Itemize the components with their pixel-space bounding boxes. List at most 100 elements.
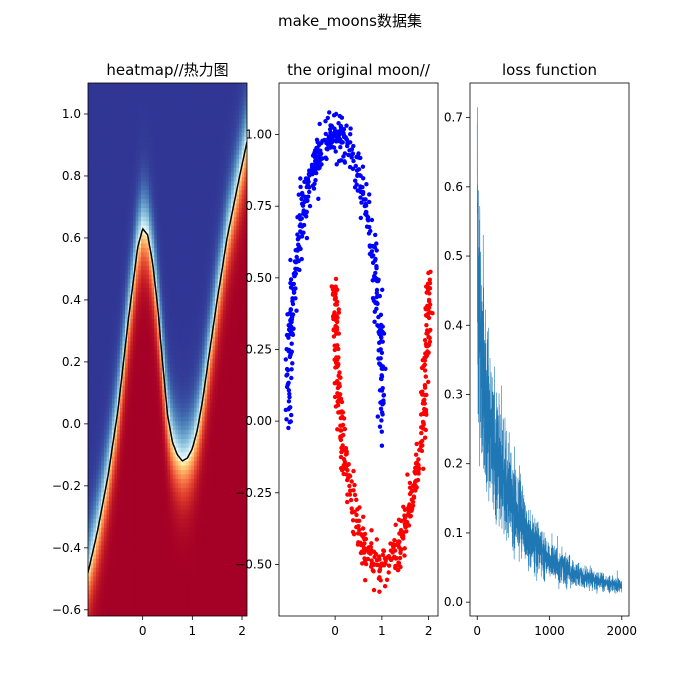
heatmap-cell bbox=[151, 460, 155, 466]
heatmap-cell bbox=[122, 589, 126, 595]
heatmap-cell bbox=[159, 327, 163, 333]
heatmap-cell bbox=[122, 487, 126, 493]
heatmap-cell bbox=[106, 429, 110, 435]
heatmap-cell bbox=[194, 122, 198, 129]
heatmap-cell bbox=[162, 331, 166, 337]
heatmap-cell bbox=[154, 527, 158, 533]
heatmap-cell bbox=[175, 318, 179, 324]
heatmap-cell bbox=[135, 358, 139, 364]
heatmap-cell bbox=[162, 589, 166, 595]
heatmap-cell bbox=[119, 540, 124, 546]
heatmap-cell bbox=[117, 376, 121, 382]
heatmap-cell bbox=[183, 313, 187, 320]
heatmap-cell bbox=[109, 576, 113, 582]
heatmap-cell bbox=[180, 202, 184, 208]
heatmap-cell bbox=[138, 367, 142, 373]
heatmap-cell bbox=[148, 327, 153, 333]
heatmap-cell bbox=[180, 136, 184, 142]
heatmap-cell bbox=[175, 149, 179, 155]
heatmap-cell bbox=[159, 260, 163, 266]
heatmap-cell bbox=[130, 251, 134, 257]
heatmap-cell bbox=[191, 584, 195, 590]
heatmap-cell bbox=[188, 234, 192, 240]
heatmap-cell bbox=[125, 207, 129, 213]
heatmap-cell bbox=[196, 287, 200, 293]
heatmap-cell bbox=[135, 522, 139, 528]
heatmap-cell bbox=[125, 265, 129, 271]
heatmap-cell bbox=[148, 105, 153, 111]
heatmap-cell bbox=[151, 553, 155, 559]
heatmap-cell bbox=[180, 536, 184, 542]
heatmap-cell bbox=[125, 305, 129, 311]
heatmap-cell bbox=[119, 491, 124, 497]
heatmap-cell bbox=[188, 340, 192, 346]
heatmap-cell bbox=[88, 487, 92, 493]
heatmap-cell bbox=[143, 189, 147, 195]
heatmap-cell bbox=[93, 251, 97, 257]
heatmap-cell bbox=[170, 198, 174, 204]
heatmap-cell bbox=[106, 407, 110, 413]
heatmap-cell bbox=[162, 247, 166, 253]
heatmap-cell bbox=[138, 162, 142, 168]
heatmap-cell bbox=[133, 349, 137, 355]
heatmap-cell bbox=[156, 540, 161, 546]
heatmap-cell bbox=[183, 527, 187, 533]
heatmap-cell bbox=[109, 136, 113, 142]
heatmap-cell bbox=[186, 180, 190, 186]
heatmap-cell bbox=[95, 345, 100, 351]
heatmap-cell bbox=[93, 513, 97, 519]
heatmap-cell bbox=[130, 345, 134, 351]
heatmap-cell bbox=[154, 145, 158, 151]
heatmap-cell bbox=[133, 380, 137, 386]
heatmap-cell bbox=[183, 571, 187, 577]
heatmap-cell bbox=[183, 91, 187, 97]
heatmap-cell bbox=[143, 118, 147, 124]
heatmap-cell bbox=[133, 251, 137, 257]
heatmap-cell bbox=[167, 269, 171, 275]
heatmap-cell bbox=[146, 562, 150, 568]
heatmap-cell bbox=[167, 313, 171, 320]
heatmap-cell bbox=[95, 425, 100, 431]
heatmap-cell bbox=[151, 593, 155, 599]
heatmap-cell bbox=[101, 380, 105, 386]
heatmap-cell bbox=[109, 336, 113, 342]
heatmap-cell bbox=[106, 238, 110, 244]
heatmap-cell bbox=[101, 162, 105, 168]
heatmap-cell bbox=[180, 576, 184, 582]
heatmap-cell bbox=[114, 602, 118, 608]
heatmap-cell bbox=[125, 100, 129, 106]
heatmap-cell bbox=[111, 287, 116, 293]
heatmap-cell bbox=[95, 185, 100, 191]
heatmap-cell bbox=[154, 278, 158, 284]
heatmap-cell bbox=[133, 211, 137, 217]
heatmap-cell bbox=[106, 327, 110, 333]
heatmap-cell bbox=[111, 154, 116, 160]
heatmap-cell bbox=[138, 429, 142, 435]
heatmap-cell bbox=[119, 234, 124, 240]
heatmap-cell bbox=[101, 553, 105, 559]
heatmap-cell bbox=[95, 611, 100, 616]
heatmap-cell bbox=[111, 362, 116, 368]
heatmap-cell bbox=[164, 562, 169, 568]
heatmap-cell bbox=[130, 216, 134, 222]
heatmap-cell bbox=[143, 509, 147, 515]
heatmap-cell bbox=[95, 562, 100, 568]
heatmap-cell bbox=[146, 313, 150, 320]
heatmap-cell bbox=[148, 562, 153, 568]
heatmap-cell bbox=[125, 371, 129, 377]
heatmap-cell bbox=[191, 478, 195, 484]
heatmap-cell bbox=[143, 589, 147, 595]
heatmap-cell bbox=[186, 491, 190, 497]
heatmap-cell bbox=[133, 509, 137, 515]
heatmap-cell bbox=[143, 331, 147, 337]
heatmap-cell bbox=[175, 544, 179, 550]
heatmap-cell bbox=[130, 549, 134, 555]
heatmap-cell bbox=[183, 558, 187, 564]
heatmap-cell bbox=[167, 353, 171, 359]
heatmap-cell bbox=[148, 371, 153, 377]
heatmap-cell bbox=[95, 167, 100, 173]
heatmap-cell bbox=[151, 229, 155, 235]
heatmap-cell bbox=[178, 398, 182, 404]
heatmap-cell bbox=[159, 247, 163, 253]
heatmap-cell bbox=[194, 389, 198, 395]
